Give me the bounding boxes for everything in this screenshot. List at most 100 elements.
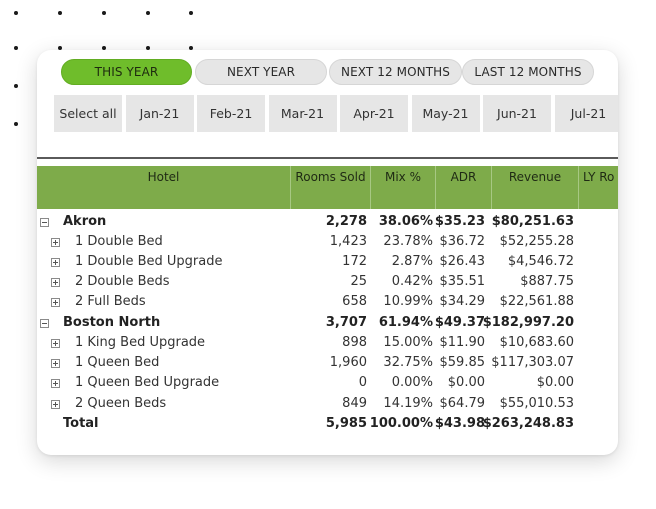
- row-label: 1 King Bed Upgrade: [75, 335, 206, 350]
- hotel-group-row[interactable]: Boston North 3,707 61.94% $49.37 $182,997.20: [37, 313, 618, 333]
- next-year-button[interactable]: NEXT YEAR: [195, 59, 327, 85]
- adr-cell: $35.23: [434, 214, 485, 229]
- revenue-cell: $4,546.72: [507, 254, 574, 269]
- month-button[interactable]: Jan-21: [125, 95, 194, 132]
- room-type-row[interactable]: 1 Queen Bed Upgrade 0 0.00% $0.00 $0.00: [37, 373, 618, 393]
- room-type-row[interactable]: 2 Full Beds 658 10.99% $34.29 $22,561.88: [37, 292, 618, 312]
- rooms-sold-cell: 25: [350, 274, 367, 289]
- month-button[interactable]: May-21: [411, 95, 480, 132]
- expand-icon[interactable]: [51, 400, 60, 409]
- row-label: Boston North: [63, 315, 161, 330]
- decorative-dot-grid: [0, 0, 230, 140]
- expand-icon[interactable]: [51, 379, 60, 388]
- adr-cell: $59.85: [439, 355, 486, 370]
- room-type-row[interactable]: 1 Double Bed Upgrade 172 2.87% $26.43 $4,546…: [37, 252, 618, 272]
- next-12-months-button[interactable]: NEXT 12 MONTHS: [329, 59, 462, 85]
- adr-cell: $49.37: [434, 315, 485, 330]
- month-button[interactable]: Mar-21: [268, 95, 337, 132]
- month-button[interactable]: Feb-21: [197, 95, 265, 132]
- revenue-cell: $887.75: [520, 274, 574, 289]
- revenue-cell: $182,997.20: [482, 315, 574, 330]
- rooms-sold-cell: 2,278: [325, 214, 367, 229]
- decorative-dot: [14, 11, 18, 15]
- row-label: 2 Queen Beds: [75, 396, 167, 411]
- decorative-dot: [146, 11, 150, 15]
- row-label: Total: [63, 416, 99, 431]
- column-header-ly-rooms[interactable]: LY Ro: [583, 170, 615, 184]
- decorative-dot: [102, 46, 106, 50]
- expand-icon[interactable]: [51, 238, 60, 247]
- revenue-cell: $263,248.83: [482, 416, 574, 431]
- room-type-row[interactable]: 2 Double Beds 25 0.42% $35.51 $887.75: [37, 272, 618, 292]
- revenue-cell: $0.00: [536, 375, 574, 390]
- mix-cell: 23.78%: [383, 234, 433, 249]
- row-label: 1 Queen Bed Upgrade: [75, 375, 220, 390]
- expand-icon[interactable]: [51, 298, 60, 307]
- mix-cell: 38.06%: [378, 214, 433, 229]
- row-label: 2 Full Beds: [75, 294, 146, 309]
- decorative-dot: [146, 46, 150, 50]
- expand-icon[interactable]: [51, 359, 60, 368]
- column-header-mix[interactable]: Mix %: [371, 166, 436, 209]
- rooms-sold-cell: 1,960: [329, 355, 367, 370]
- decorative-dot: [14, 46, 18, 50]
- last-12-months-button[interactable]: LAST 12 MONTHS: [462, 59, 594, 85]
- collapse-icon[interactable]: [40, 319, 49, 328]
- mix-cell: 10.99%: [383, 294, 433, 309]
- month-button[interactable]: Jun-21: [483, 95, 551, 132]
- mix-cell: 32.75%: [383, 355, 433, 370]
- decorative-dot: [189, 11, 193, 15]
- mix-cell: 15.00%: [383, 335, 433, 350]
- rooms-sold-cell: 0: [358, 375, 367, 390]
- expand-icon[interactable]: [51, 258, 60, 267]
- row-label: 1 Double Bed: [75, 234, 163, 249]
- rooms-sold-cell: 172: [342, 254, 367, 269]
- room-type-row[interactable]: 1 Double Bed 1,423 23.78% $36.72 $52,255.28: [37, 232, 618, 252]
- decorative-dot: [58, 46, 62, 50]
- adr-cell: $34.29: [439, 294, 486, 309]
- adr-cell: $64.79: [439, 396, 486, 411]
- row-label: 1 Queen Bed: [75, 355, 160, 370]
- adr-cell: $26.43: [439, 254, 486, 269]
- adr-cell: $43.98: [434, 416, 485, 431]
- select-all-button[interactable]: Select all: [54, 95, 122, 132]
- collapse-icon[interactable]: [40, 218, 49, 227]
- rooms-sold-cell: 658: [342, 294, 367, 309]
- column-header-revenue[interactable]: Revenue: [492, 166, 579, 209]
- room-type-row[interactable]: 1 Queen Bed 1,960 32.75% $59.85 $117,303.07: [37, 353, 618, 373]
- mix-cell: 14.19%: [383, 396, 433, 411]
- revenue-cell: $117,303.07: [491, 355, 574, 370]
- revenue-cell: $52,255.28: [499, 234, 574, 249]
- mix-cell: 61.94%: [378, 315, 433, 330]
- hotel-group-row[interactable]: Akron 2,278 38.06% $35.23 $80,251.63: [37, 212, 618, 232]
- room-type-row[interactable]: 2 Queen Beds 849 14.19% $64.79 $55,010.53: [37, 394, 618, 414]
- column-header-hotel[interactable]: Hotel: [37, 166, 291, 209]
- revenue-cell: $80,251.63: [491, 214, 574, 229]
- revenue-cell: $10,683.60: [499, 335, 574, 350]
- rooms-sold-cell: 3,707: [325, 315, 367, 330]
- divider: [37, 157, 618, 159]
- column-header-adr[interactable]: ADR: [436, 166, 492, 209]
- total-row: Total 5,985 100.00% $43.98 $263,248.83: [37, 414, 618, 434]
- decorative-dot: [14, 84, 18, 88]
- row-label: 1 Double Bed Upgrade: [75, 254, 223, 269]
- column-header-rooms-sold[interactable]: Rooms Sold: [291, 166, 371, 209]
- decorative-dot: [189, 46, 193, 50]
- mix-cell: 0.00%: [391, 375, 433, 390]
- adr-cell: $36.72: [439, 234, 486, 249]
- decorative-dot: [58, 11, 62, 15]
- expand-icon[interactable]: [51, 339, 60, 348]
- room-type-row[interactable]: 1 King Bed Upgrade 898 15.00% $11.90 $10,683…: [37, 333, 618, 353]
- rooms-sold-cell: 1,423: [329, 234, 367, 249]
- row-label: Akron: [63, 214, 107, 229]
- table-header: Hotel Rooms Sold Mix % ADR Revenue LY Ro: [37, 166, 618, 209]
- mix-cell: 0.42%: [391, 274, 433, 289]
- month-button[interactable]: Jul-21: [554, 95, 618, 132]
- this-year-button[interactable]: THIS YEAR: [61, 59, 192, 85]
- month-button[interactable]: Apr-21: [340, 95, 408, 132]
- expand-icon[interactable]: [51, 278, 60, 287]
- adr-cell: $0.00: [447, 375, 485, 390]
- report-card: THIS YEAR NEXT YEAR NEXT 12 MONTHS LAST …: [37, 50, 618, 455]
- decorative-dot: [14, 122, 18, 126]
- rooms-sold-cell: 849: [342, 396, 367, 411]
